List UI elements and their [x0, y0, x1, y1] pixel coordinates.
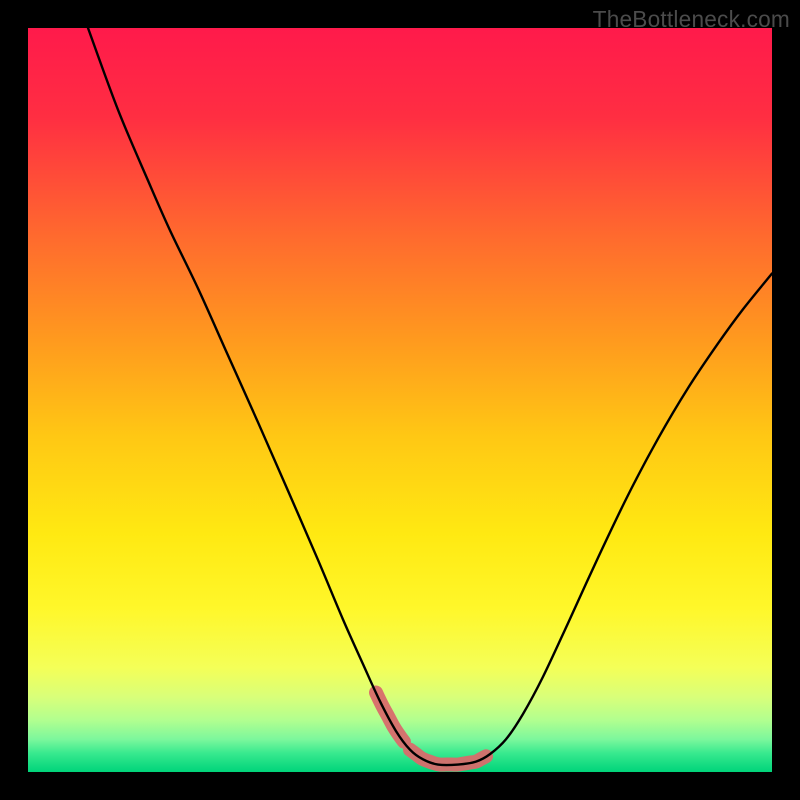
gradient-background	[28, 28, 772, 772]
watermark-text: TheBottleneck.com	[593, 6, 790, 33]
bottleneck-chart	[0, 0, 800, 800]
chart-frame: TheBottleneck.com	[0, 0, 800, 800]
